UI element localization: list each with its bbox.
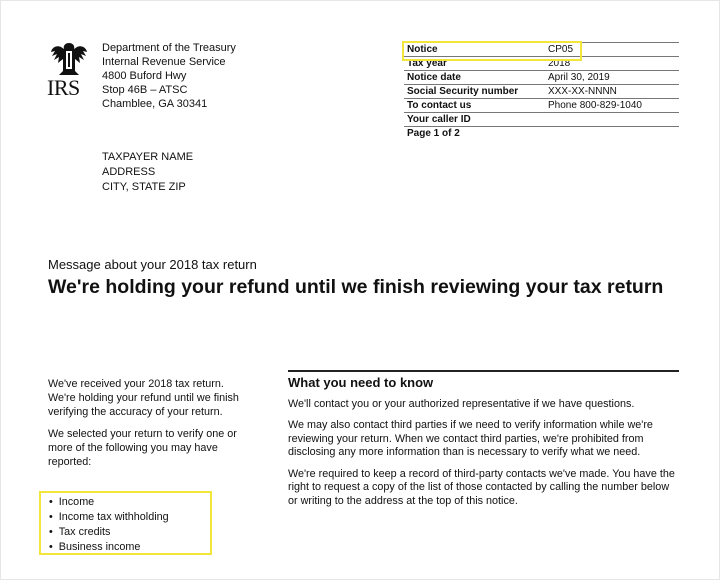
left-column: We've received your 2018 tax return. We'… [48, 378, 239, 468]
info-row-notice-date: Notice date April 30, 2019 [404, 70, 679, 85]
info-row-caller-id: Your caller ID [404, 112, 679, 127]
page-title: We're holding your refund until we finis… [48, 276, 664, 298]
eagle-seal-icon [51, 43, 87, 75]
irs-logo: IRS [47, 41, 97, 99]
list-item: Business income [49, 540, 169, 555]
info-row-page: Page 1 of 2 [404, 126, 679, 140]
reported-items-highlight-box: Income Income tax withholding Tax credit… [39, 491, 212, 555]
message-subtitle: Message about your 2018 tax return [48, 257, 257, 272]
sender-address: Department of the Treasury Internal Reve… [102, 42, 236, 110]
notice-info-table: Notice CP05 Tax year 2018 Notice date April… [404, 42, 679, 140]
section-divider [288, 370, 679, 372]
recipient-address: TAXPAYER NAME ADDRESS CITY, STATE ZIP [102, 151, 194, 193]
list-item: Income tax withholding [49, 510, 169, 525]
info-row-contact: To contact us Phone 800-829-1040 [404, 98, 679, 113]
info-row-notice: Notice CP05 [404, 42, 679, 57]
reported-items-list: Income Income tax withholding Tax credit… [49, 495, 169, 555]
info-row-ssn: Social Security number XXX-XX-NNNN [404, 84, 679, 99]
notice-highlight-box [402, 41, 582, 61]
list-item: Income [49, 495, 169, 510]
list-item: Tax credits [49, 525, 169, 540]
what-you-need-to-know-section: What you need to know We'll contact you … [288, 370, 679, 516]
section-heading: What you need to know [288, 375, 434, 390]
